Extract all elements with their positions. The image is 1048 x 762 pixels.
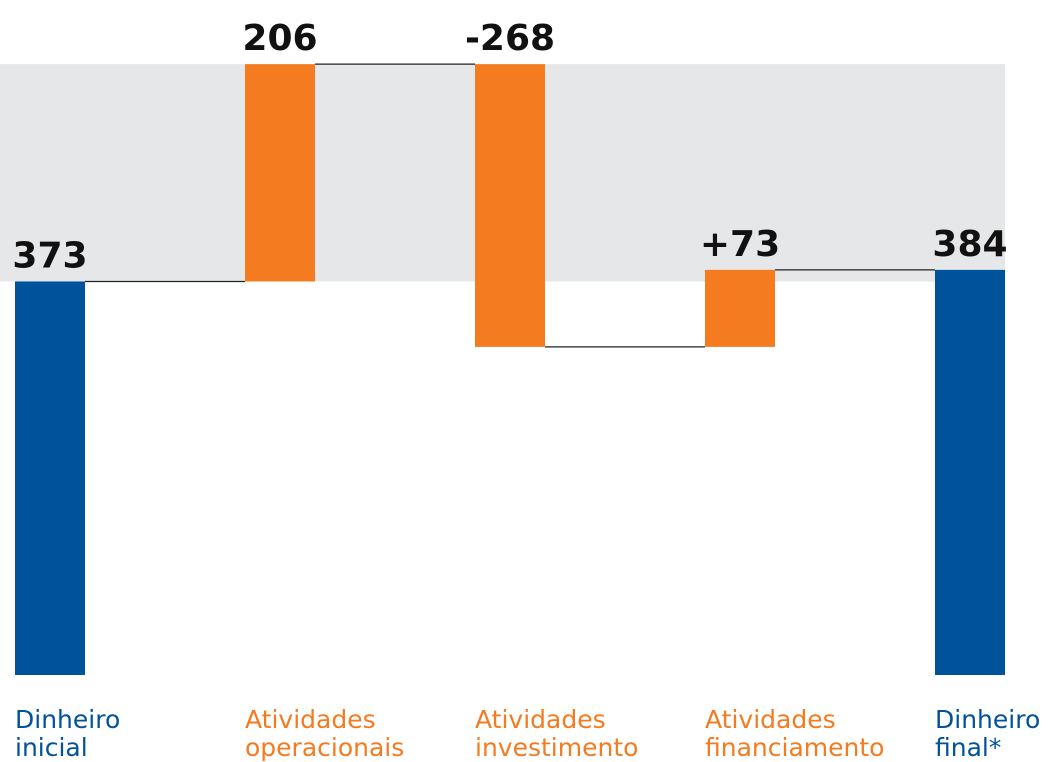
category-label: Dinheiro final*	[935, 705, 1040, 762]
category-label-line: operacionais	[245, 733, 404, 762]
category-label: Atividades financiamento	[705, 705, 884, 762]
category-label-line: Dinheiro	[935, 705, 1040, 734]
category-label-line: investimento	[475, 733, 638, 762]
category-label-line: inicial	[15, 733, 88, 762]
category-label-line: Dinheiro	[15, 705, 120, 734]
value-label: 373	[12, 235, 87, 276]
category-label-line: final*	[935, 733, 1001, 762]
value-label: 206	[242, 18, 317, 59]
bar	[935, 269, 1005, 675]
category-label: Atividades operacionais	[245, 705, 404, 762]
category-label-line: Atividades	[705, 705, 836, 734]
category-label: Dinheiro inicial	[15, 705, 120, 762]
category-label-line: Atividades	[475, 705, 606, 734]
category-label: Atividades investimento	[475, 705, 638, 762]
value-label: -268	[465, 18, 555, 59]
value-label: 384	[932, 224, 1007, 265]
category-label-line: financiamento	[705, 733, 884, 762]
bar	[15, 281, 85, 675]
bar	[705, 269, 775, 347]
bar	[475, 64, 545, 347]
category-label-line: Atividades	[245, 705, 376, 734]
value-label: +73	[700, 224, 780, 265]
bar	[245, 64, 315, 282]
